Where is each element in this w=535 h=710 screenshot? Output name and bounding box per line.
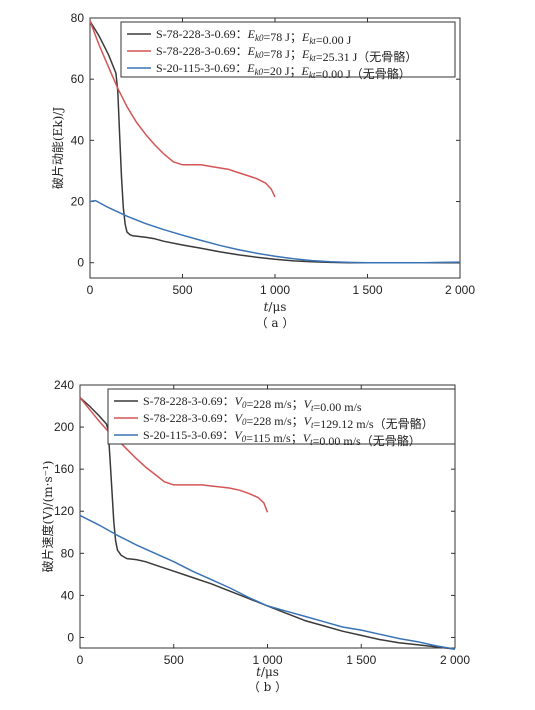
y-tick-label: 60 — [71, 72, 85, 86]
x-tick-label: 1 000 — [252, 653, 282, 667]
legend-label-1: S-78-228-3-0.69：Ek0=78 J；Ekt=0.00 J — [156, 27, 352, 47]
x-tick-label: 500 — [164, 653, 184, 667]
legend: S-78-228-3-0.69：V0=228 m/s；Vt=0.00 m/sS-… — [107, 388, 456, 448]
y-axis-label: 破片动能(Ek)/J — [50, 107, 65, 189]
legend-label-1: S-78-228-3-0.69：V0=228 m/s；Vt=0.00 m/s — [143, 394, 362, 414]
legend-label-3: S-20-115-3-0.69：V0=115 m/s；Vt=0.00 m/s（无… — [143, 428, 421, 448]
x-tick-label: 0 — [77, 653, 84, 667]
series-line-2 — [89, 20, 276, 198]
x-tick-label: 500 — [172, 283, 192, 297]
y-tick-label: 160 — [54, 462, 74, 476]
legend-label-2: S-78-228-3-0.69：V0=228 m/s；Vt=129.12 m/s… — [143, 411, 434, 431]
y-tick-label: 40 — [71, 133, 85, 147]
legend-label-2: S-78-228-3-0.69：Ek0=78 J；Ekt=25.31 J（无骨骼… — [156, 44, 417, 64]
x-tick-label: 1 500 — [346, 653, 376, 667]
y-tick-label: 20 — [71, 195, 85, 209]
y-tick-label: 240 — [54, 378, 74, 392]
x-tick-label: 1 500 — [352, 283, 382, 297]
y-axis-label: 破片速度(V)/(m·s⁻¹) — [40, 461, 55, 573]
figure-caption: （ a ） — [256, 316, 295, 330]
legend-box — [120, 21, 456, 78]
x-axis-label: t/μs — [264, 300, 287, 314]
series-line-3 — [89, 199, 461, 264]
x-tick-label: 0 — [87, 283, 94, 297]
legend: S-78-228-3-0.69：Ek0=78 J；Ekt=0.00 JS-78-… — [120, 21, 456, 81]
legend-label-3: S-20-115-3-0.69：Ek0=20 J；Ekt=0.00 J（无骨骼） — [156, 61, 411, 81]
series-line-3 — [79, 514, 456, 650]
figure-caption: （ b ） — [248, 680, 287, 694]
y-tick-label: 0 — [77, 256, 84, 270]
y-tick-label: 200 — [54, 420, 74, 434]
x-tick-label: 1 000 — [260, 283, 290, 297]
x-axis-label: t/μs — [256, 665, 279, 679]
chart-a: 0 500 1 000 1 500 2 000 0 20 40 60 80 S-78-228-3-0… — [50, 11, 475, 330]
y-tick-label: 80 — [71, 11, 85, 25]
legend-box — [107, 388, 456, 445]
y-tick-label: 80 — [61, 546, 75, 560]
y-tick-label: 40 — [61, 588, 75, 602]
y-tick-label: 0 — [67, 630, 74, 644]
series-line-1 — [79, 397, 456, 650]
x-tick-label: 2 000 — [440, 653, 470, 667]
y-tick-label: 120 — [54, 504, 74, 518]
x-tick-label: 2 000 — [445, 283, 475, 297]
chart-b: 0 500 1 000 1 500 2 000 0 40 80 120 160 200 240 S-78… — [40, 378, 470, 694]
